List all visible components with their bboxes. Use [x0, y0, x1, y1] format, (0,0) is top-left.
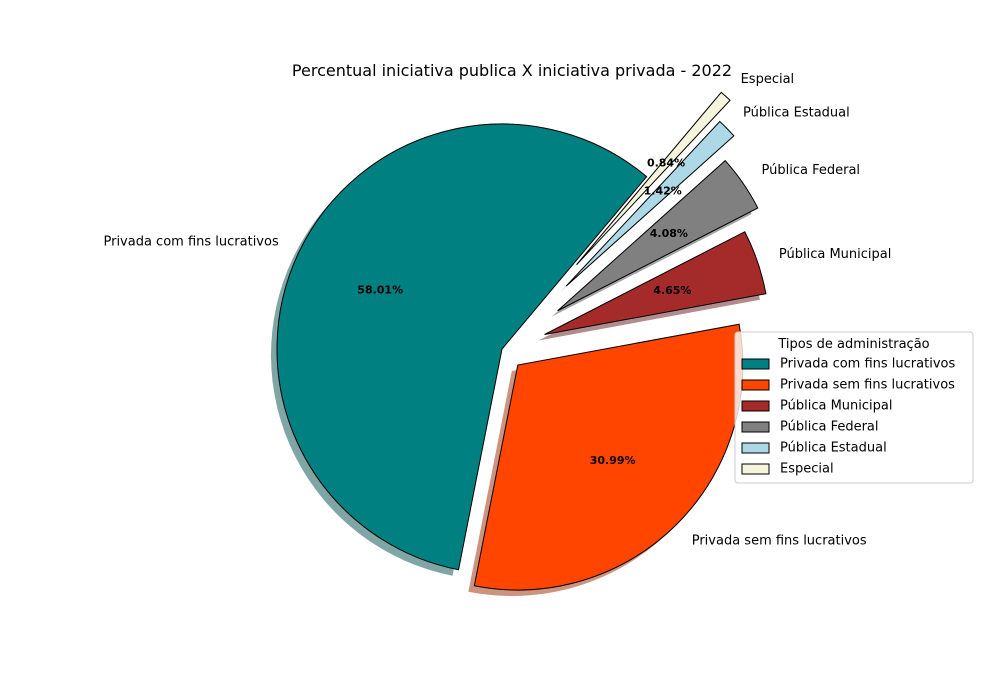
slice-labels: Privada com fins lucrativos Privada sem f… [103, 72, 891, 549]
pct-label-privada-sem-fins-lucrativos: 30.99% [590, 454, 636, 467]
slice-label-privada-sem-fins-lucrativos: Privada sem fins lucrativos [692, 534, 867, 549]
legend-swatch-privada-com-fins-lucrativos [741, 358, 770, 370]
legend-swatch-publica-municipal [741, 400, 770, 412]
slice-publica-municipal [544, 231, 767, 335]
slice-especial [576, 91, 731, 266]
legend-swatch-publica-estadual [741, 442, 770, 454]
chart-title: Percentual iniciativa publica X iniciati… [292, 61, 732, 80]
legend-swatch-privada-sem-fins-lucrativos [741, 379, 770, 391]
pct-label-publica-municipal: 4.65% [653, 284, 691, 297]
legend-label-privada-com-fins-lucrativos: Privada com fins lucrativos [780, 357, 955, 372]
slice-label-especial: Especial [741, 72, 795, 87]
pct-label-publica-federal: 4.08% [650, 227, 688, 240]
slice-label-privada-com-fins-lucrativos: Privada com fins lucrativos [103, 235, 278, 250]
legend-items: Privada com fins lucrativos Privada sem f… [741, 357, 955, 477]
percent-labels: 58.01% 30.99% 4.65% 4.08% 1.42% 0.84% [357, 157, 691, 467]
pct-label-publica-estadual: 1.42% [644, 185, 682, 198]
legend-label-publica-estadual: Pública Estadual [780, 441, 887, 456]
slice-label-publica-municipal: Pública Municipal [779, 247, 891, 262]
legend-label-publica-federal: Pública Federal [780, 420, 879, 435]
pie-slices [276, 91, 767, 591]
legend-label-especial: Especial [780, 462, 834, 477]
legend-frame [734, 331, 974, 484]
legend-swatch-especial [741, 463, 770, 475]
legend-label-privada-sem-fins-lucrativos: Privada sem fins lucrativos [780, 378, 955, 393]
legend-label-publica-municipal: Pública Municipal [780, 399, 892, 414]
slice-publica-federal [557, 159, 759, 312]
legend-title: Tipos de administração [777, 337, 929, 352]
slice-label-publica-estadual: Pública Estadual [743, 105, 850, 120]
slice-privada-com-fins-lucrativos [276, 123, 648, 571]
pct-label-especial: 0.84% [647, 157, 685, 170]
pct-label-privada-com-fins-lucrativos: 58.01% [357, 284, 403, 297]
slice-label-publica-federal: Pública Federal [762, 163, 861, 178]
slice-publica-estadual [565, 120, 735, 287]
legend-swatch-publica-federal [741, 421, 770, 433]
legend: Tipos de administração Privada com fins … [734, 331, 974, 484]
